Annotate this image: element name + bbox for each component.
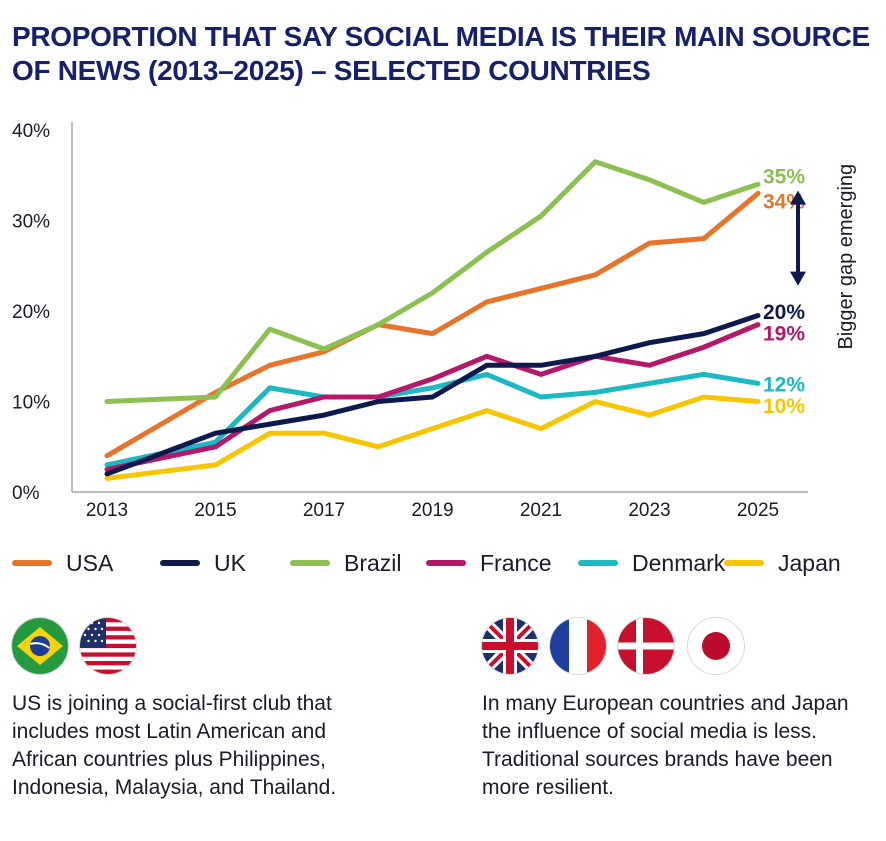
usa-flag-icon <box>80 618 136 674</box>
legend-item-brazil: Brazil <box>290 548 402 578</box>
legend-swatch-brazil <box>290 560 330 566</box>
japan-flag-icon <box>688 618 744 674</box>
x-tick-label: 2015 <box>194 500 236 521</box>
series-line-usa <box>104 190 761 459</box>
legend-swatch-france <box>426 560 466 566</box>
legend-swatch-uk <box>160 560 200 566</box>
x-tick-label: 2019 <box>411 500 453 521</box>
legend-label-denmark: Denmark <box>632 549 726 576</box>
x-tick-label: 2013 <box>86 500 128 521</box>
legend-item-usa: USA <box>12 548 113 578</box>
y-tick-label: 10% <box>12 393 50 414</box>
chart-title-line: OF NEWS (2013–2025) – SELECTED COUNTRIES <box>12 55 651 86</box>
x-tick-label: 2023 <box>628 500 670 521</box>
series-line-brazil <box>104 159 761 404</box>
legend-swatch-japan <box>724 560 764 566</box>
end-value-label-brazil: 35% <box>763 165 805 188</box>
x-tick-label: 2021 <box>520 500 562 521</box>
legend-label-uk: UK <box>214 549 246 576</box>
note-right: In many European countries and Japan the… <box>482 692 849 799</box>
legend-item-france: France <box>426 548 552 578</box>
end-value-label-uk: 20% <box>763 301 805 324</box>
legend-item-japan: Japan <box>724 548 841 578</box>
series-line-france <box>104 322 761 472</box>
series-line-japan <box>104 394 761 481</box>
x-tick-label: 2025 <box>737 500 779 521</box>
legend-label-usa: USA <box>66 549 114 576</box>
y-tick-label: 30% <box>12 212 50 233</box>
legend-swatch-denmark <box>578 560 618 566</box>
end-value-label-japan: 10% <box>763 395 805 418</box>
legend-swatch-usa <box>12 560 52 566</box>
legend-label-japan: Japan <box>778 549 841 576</box>
end-value-label-denmark: 12% <box>763 373 805 396</box>
brazil-flag-icon <box>12 618 68 674</box>
chart-title: PROPORTION THAT SAY SOCIAL MEDIA IS THEI… <box>12 20 882 88</box>
line-chart: 0% 10% 20% 30% 40% 2013 2015 2017 2019 2021 2023 20… <box>12 121 857 521</box>
france-flag-icon <box>550 618 606 674</box>
series-line-uk <box>104 313 761 477</box>
y-tick-label: 40% <box>12 121 50 142</box>
legend-item-uk: UK <box>160 548 246 578</box>
legend-label-brazil: Brazil <box>344 549 402 576</box>
uk-flag-icon <box>482 618 538 674</box>
legend-label-france: France <box>480 549 552 576</box>
x-tick-label: 2017 <box>303 500 345 521</box>
legend-item-denmark: Denmark <box>578 548 725 578</box>
legend: USA UK Brazil France Denmark Japan <box>12 548 882 578</box>
annotation-bigger-gap: Bigger gap emerging <box>835 164 857 350</box>
note-left: US is joining a social-first club that i… <box>12 692 337 799</box>
y-tick-label: 20% <box>12 302 50 323</box>
gap-arrow-head-down <box>790 271 806 286</box>
end-value-label-france: 19% <box>763 323 805 346</box>
y-tick-label: 0% <box>12 483 40 504</box>
gap-arrow-head-up <box>790 190 806 205</box>
denmark-flag-icon <box>618 618 674 674</box>
chart-title-line: PROPORTION THAT SAY SOCIAL MEDIA IS THEI… <box>12 21 870 52</box>
